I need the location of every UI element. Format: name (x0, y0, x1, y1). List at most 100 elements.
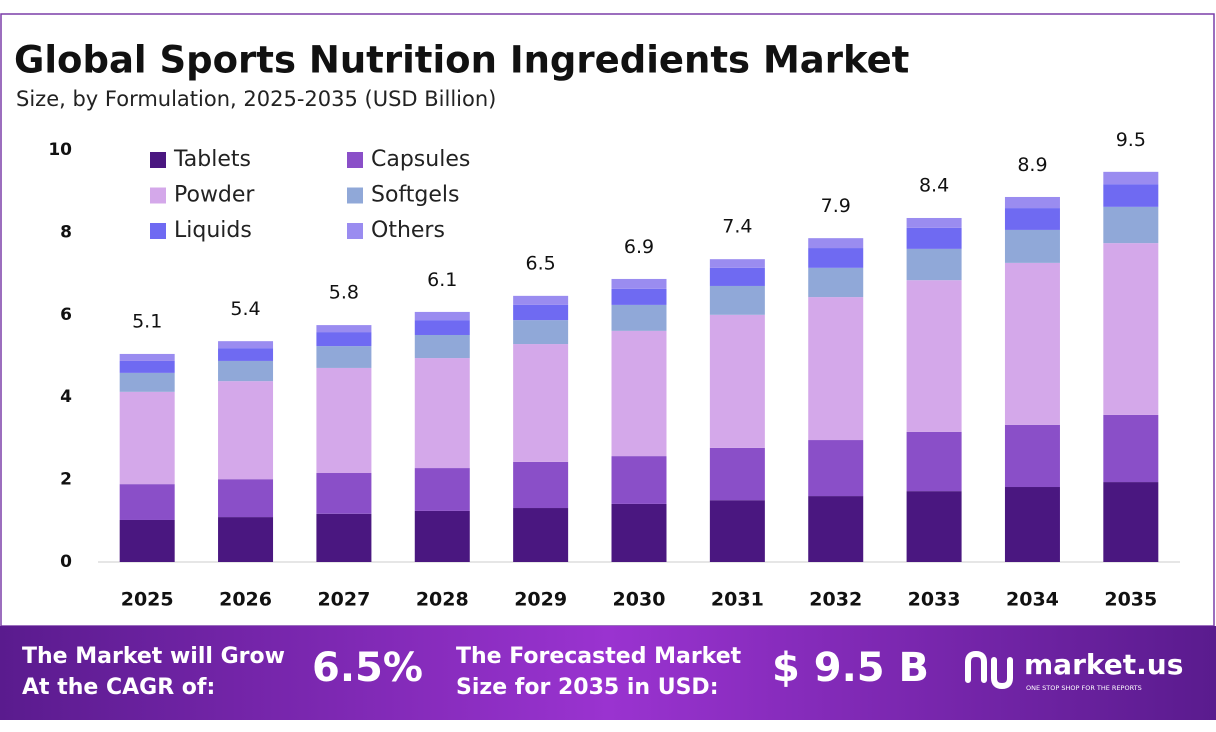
bar-segment (611, 330, 667, 457)
footer-text: Size for 2035 in USD: (456, 675, 719, 700)
bar-segment (513, 344, 569, 462)
bar-segment (808, 496, 864, 562)
bar-segment (119, 353, 175, 361)
bar-segment (1004, 196, 1060, 209)
chart-title: Global Sports Nutrition Ingredients Mark… (14, 39, 909, 82)
total-label: 8.4 (919, 174, 949, 196)
footer-text: At the CAGR of: (22, 675, 215, 700)
total-label: 8.9 (1017, 154, 1047, 176)
bar-segment (709, 447, 765, 501)
total-label: 9.5 (1116, 129, 1146, 151)
logo-shape (991, 657, 1013, 690)
bar-segment (218, 479, 274, 518)
bar-segment (906, 248, 962, 281)
total-label: 5.4 (230, 298, 260, 320)
logo-shape (965, 650, 987, 683)
footer-text: The Market will Grow (22, 644, 285, 669)
bar-segment (316, 325, 372, 333)
brand-name: market.us (1024, 648, 1183, 681)
legend-label: Others (371, 218, 445, 243)
bar-segment (218, 348, 274, 361)
total-label: 5.8 (329, 282, 359, 304)
bar-segment (119, 360, 175, 373)
x-tick-label: 2028 (416, 589, 469, 611)
bar-segment (316, 513, 372, 562)
bar-segment (1004, 262, 1060, 425)
x-tick-label: 2030 (613, 589, 666, 611)
bar-segment (906, 431, 962, 492)
y-tick-label: 10 (48, 140, 72, 160)
bar-segment (414, 334, 470, 359)
bar-segment (1103, 171, 1159, 185)
y-tick-label: 0 (60, 552, 72, 572)
x-tick-label: 2035 (1104, 589, 1157, 611)
total-label: 6.9 (624, 236, 654, 258)
bar-segment (119, 391, 175, 485)
y-tick-label: 2 (60, 470, 72, 490)
bar-segment (1004, 487, 1060, 562)
bar-segment (218, 381, 274, 480)
legend-label: Powder (174, 183, 255, 208)
bar-segment (1103, 184, 1159, 207)
brand-logo (965, 650, 1013, 690)
x-tick-label: 2034 (1006, 589, 1059, 611)
bar-segment (513, 304, 569, 321)
bar-segment (1103, 206, 1159, 244)
footer-text: The Forecasted Market (456, 644, 742, 669)
x-tick-label: 2026 (219, 589, 272, 611)
bar-segment (119, 372, 175, 392)
y-tick-label: 6 (60, 305, 72, 325)
x-tick-label: 2025 (121, 589, 174, 611)
legend-swatch (347, 187, 363, 204)
bar-segment (218, 360, 274, 382)
bar-segment (414, 358, 470, 469)
bar-segment (808, 248, 864, 268)
legend-swatch (150, 223, 166, 239)
brand-tagline: ONE STOP SHOP FOR THE REPORTS (1026, 684, 1142, 692)
bar-segment (611, 288, 667, 305)
bar-segment (709, 314, 765, 448)
chart-subtitle: Size, by Formulation, 2025-2035 (USD Bil… (16, 87, 496, 111)
bar-segment (513, 461, 569, 509)
bar-segment (906, 280, 962, 432)
bar-segment (1004, 229, 1060, 263)
bar-segment (513, 508, 569, 562)
legend-swatch (150, 152, 166, 168)
bar-segment (808, 297, 864, 441)
bar-segment (611, 278, 667, 289)
bar-segment (316, 473, 372, 514)
total-label: 6.5 (526, 253, 556, 275)
bar-segment (316, 367, 372, 474)
bar-segment (218, 517, 274, 562)
bar-segment (906, 227, 962, 249)
bar-segment (218, 341, 274, 349)
bar-segment (808, 267, 864, 298)
bar-segment (808, 238, 864, 249)
x-tick-label: 2032 (809, 589, 862, 611)
legend-label: Tablets (173, 147, 251, 172)
y-tick-label: 4 (60, 387, 72, 407)
bar-segment (414, 320, 470, 335)
bar-segment (414, 311, 470, 321)
bar-segment (1004, 208, 1060, 230)
bar-segment (906, 491, 962, 562)
bar-segment (906, 217, 962, 228)
bar-segment (808, 440, 864, 497)
bar-segment (119, 519, 175, 562)
bar-segment (316, 346, 372, 368)
bar-segment (119, 484, 175, 520)
legend-swatch (347, 152, 363, 168)
bar-segment (611, 456, 667, 504)
total-label: 7.9 (821, 195, 851, 217)
total-label: 7.4 (722, 216, 752, 238)
bar-segment (709, 259, 765, 268)
bar-segment (316, 332, 372, 347)
bar-segment (1004, 424, 1060, 488)
bar-segment (513, 295, 569, 305)
legend-swatch (150, 187, 166, 204)
bar-segment (414, 468, 470, 511)
total-label: 5.1 (132, 310, 162, 332)
bar-segment (709, 267, 765, 286)
